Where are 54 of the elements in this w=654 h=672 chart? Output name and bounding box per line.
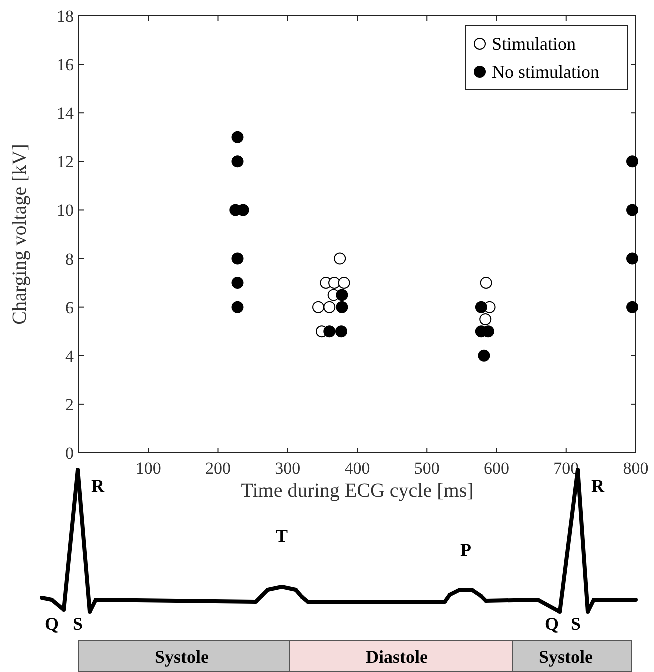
x-tick-label: 500 <box>414 459 440 478</box>
point <box>626 252 639 265</box>
x-tick-label: 300 <box>275 459 301 478</box>
point <box>232 277 244 290</box>
y-axis-title: Charging voltage [kV] <box>9 144 31 325</box>
point <box>475 301 488 314</box>
point <box>480 277 492 290</box>
x-tick-label: 600 <box>484 459 510 478</box>
point <box>328 277 341 290</box>
point <box>334 252 346 265</box>
x-tick-label: 800 <box>623 459 649 478</box>
point <box>335 326 348 338</box>
text: Systole <box>539 647 594 667</box>
y-tick-label: 16 <box>57 56 74 75</box>
point <box>336 301 348 314</box>
y-tick-label: 10 <box>57 201 74 220</box>
y-tick-label: 18 <box>57 7 74 26</box>
point <box>338 277 350 290</box>
point <box>232 131 244 144</box>
point <box>626 301 639 314</box>
y-tick-label: 8 <box>66 250 74 269</box>
x-tick-label: 400 <box>344 459 370 478</box>
y-tick-label: 6 <box>66 298 74 318</box>
x-tick-label: 100 <box>136 459 162 478</box>
point <box>626 204 639 216</box>
text: R <box>592 476 606 496</box>
text: S <box>72 614 84 634</box>
point <box>232 301 244 314</box>
legend-label: Stimulation <box>492 34 576 54</box>
point <box>324 326 336 338</box>
point <box>312 301 325 314</box>
text: T <box>276 526 288 546</box>
y-tick-label: 12 <box>57 152 74 172</box>
text: Q <box>44 614 60 634</box>
x-tick-label: 200 <box>206 459 231 478</box>
text: P <box>460 540 472 560</box>
point <box>232 156 244 168</box>
y-tick-label: 0 <box>66 444 74 463</box>
text: S <box>570 614 582 634</box>
point <box>324 301 336 314</box>
y-tick-label: 14 <box>57 104 74 124</box>
point <box>478 350 490 362</box>
x-axis-title: Time during ECG cycle [ms] <box>241 480 474 502</box>
point <box>626 156 639 168</box>
text: Systole <box>155 647 210 667</box>
point <box>232 252 244 265</box>
point <box>336 289 348 302</box>
y-tick-label: 2 <box>66 395 74 414</box>
text: R <box>92 476 106 496</box>
text: Q <box>544 614 560 634</box>
text: Diastole <box>366 647 428 667</box>
y-tick-label: 4 <box>66 346 74 366</box>
point <box>480 313 492 326</box>
legend-label: No stimulation <box>492 62 600 82</box>
